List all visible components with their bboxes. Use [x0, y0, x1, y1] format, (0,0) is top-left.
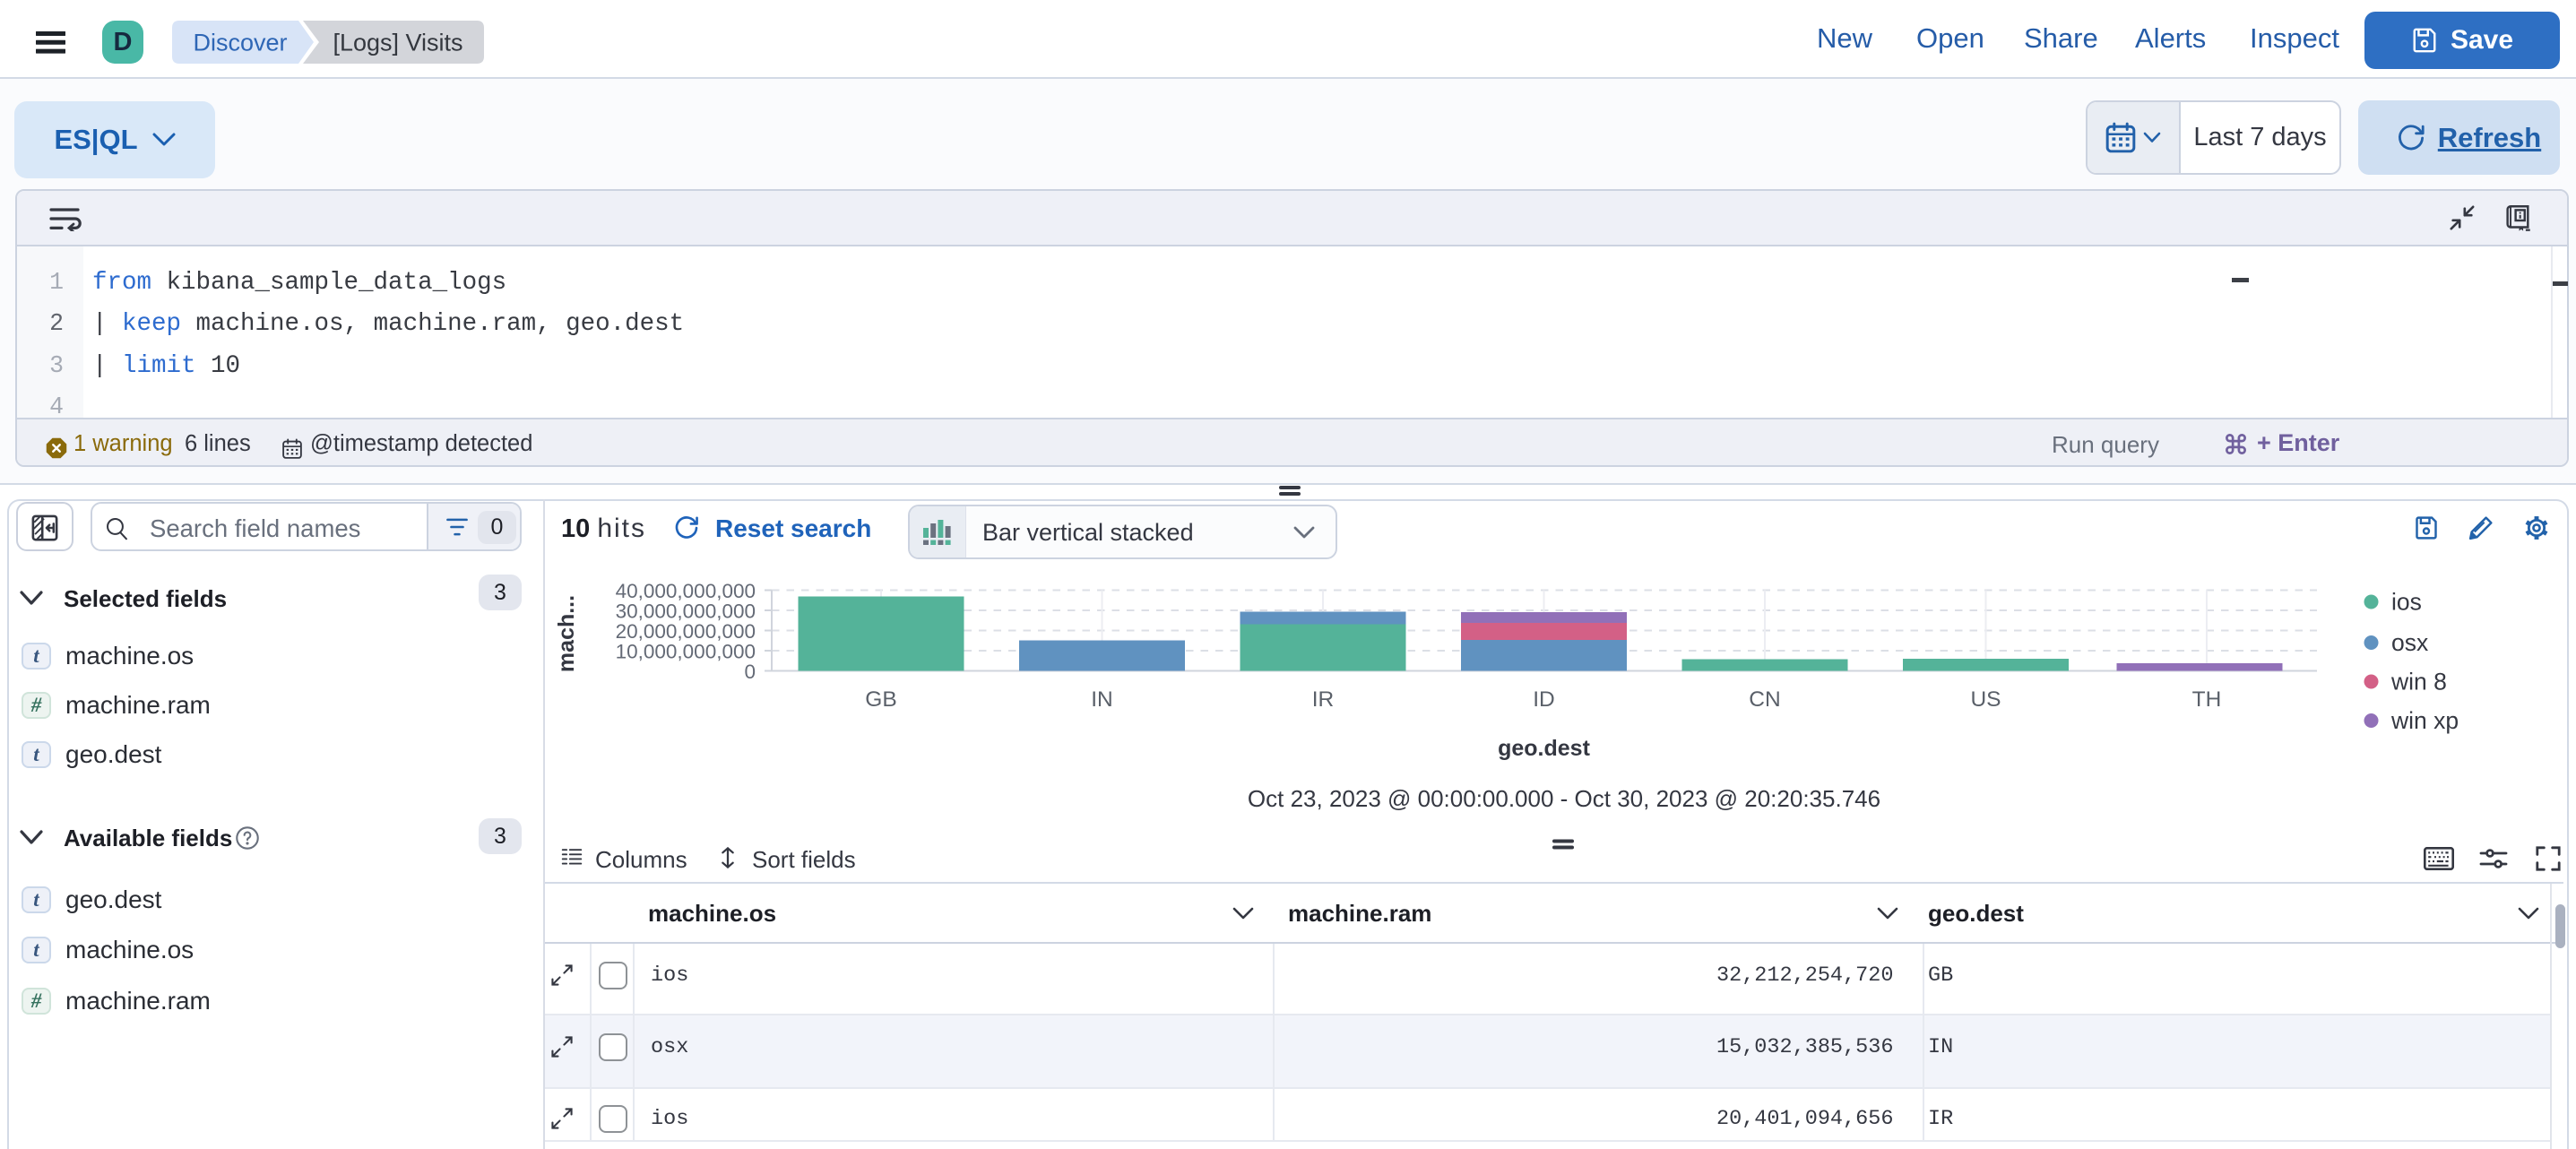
svg-text:TH: TH: [2192, 687, 2222, 712]
svg-text:0: 0: [744, 661, 756, 683]
svg-text:40,000,000,000: 40,000,000,000: [616, 580, 756, 602]
svg-text:ios: ios: [2391, 589, 2422, 616]
svg-text:geo.dest: geo.dest: [1498, 736, 1590, 761]
svg-text:CN: CN: [1749, 687, 1780, 712]
svg-text:20,000,000,000: 20,000,000,000: [616, 620, 756, 643]
svg-text:IN: IN: [1091, 687, 1113, 712]
svg-text:win 8: win 8: [2390, 669, 2447, 695]
svg-text:ID: ID: [1533, 687, 1555, 712]
svg-text:US: US: [1970, 687, 2001, 712]
svg-text:GB: GB: [865, 687, 896, 712]
svg-text:win xp: win xp: [2390, 707, 2459, 734]
svg-text:Oct 23, 2023 @ 00:00:00.000 -: Oct 23, 2023 @ 00:00:00.000 - Oct 30, 20…: [1248, 785, 1880, 812]
svg-text:10,000,000,000: 10,000,000,000: [616, 641, 756, 663]
svg-text:30,000,000,000: 30,000,000,000: [616, 600, 756, 623]
svg-text:IR: IR: [1312, 687, 1335, 712]
svg-text:Discover: Discover: [193, 30, 287, 56]
svg-text:osx: osx: [2391, 629, 2428, 656]
svg-text:[Logs] Visits: [Logs] Visits: [333, 30, 462, 56]
svg-text:mach...: mach...: [554, 595, 579, 672]
